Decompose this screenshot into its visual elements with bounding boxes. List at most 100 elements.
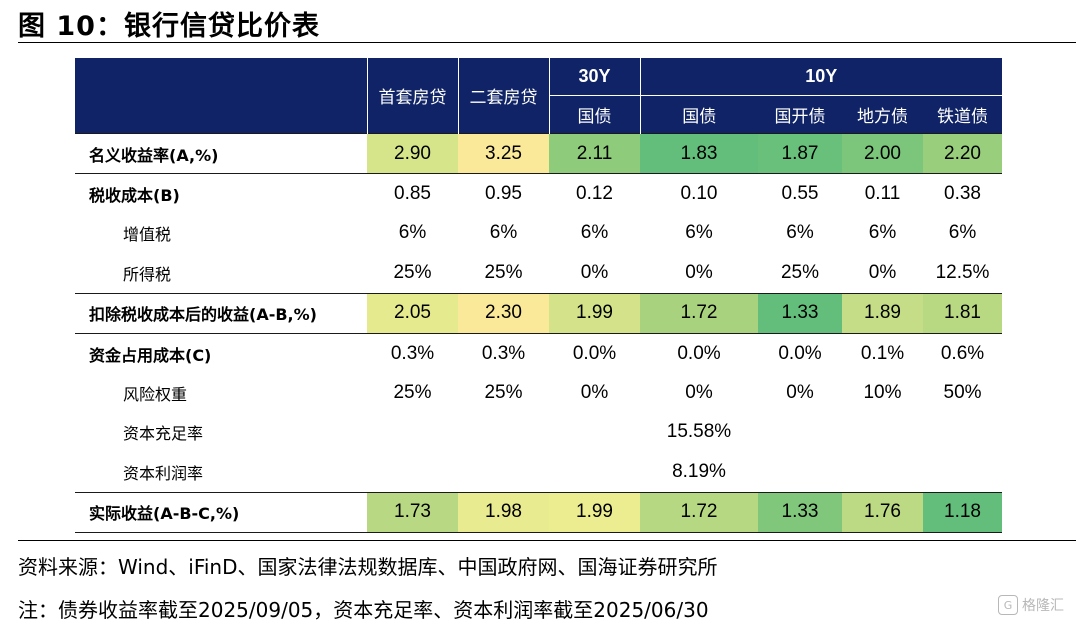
watermark: G 格隆汇 bbox=[998, 595, 1064, 615]
cell-10y-treasury: 15.58% bbox=[666, 421, 732, 443]
row-label-text: 资金占用成本(C) bbox=[89, 345, 212, 365]
header-30y-treasury: 国债 bbox=[548, 95, 640, 134]
cell-railway-bond: 0.38 bbox=[944, 183, 981, 205]
cell-30y-treasury bbox=[549, 413, 640, 452]
source-divider bbox=[18, 540, 1076, 541]
cell-30y-treasury: 1.99 bbox=[549, 491, 640, 533]
cell-10y-treasury: 1.72 bbox=[640, 491, 758, 533]
figure-title: 图 10：银行信贷比价表 bbox=[18, 11, 320, 42]
row-label: 风险权重 bbox=[75, 373, 367, 412]
cell-local-gov-bond: 0% bbox=[868, 261, 897, 283]
table-row: 实际收益(A-B-C,%) 1.73 1.98 1.99 1.72 1.33 1.76 1.1… bbox=[75, 491, 1003, 533]
cell-railway-bond bbox=[923, 413, 1002, 452]
cell-10y-treasury: 1.83 bbox=[640, 132, 758, 175]
header-row-1: 首套房贷 二套房贷 30Y 10Y bbox=[75, 58, 1003, 134]
header-second-mortgage: 二套房贷 bbox=[457, 58, 549, 134]
cell-30y-treasury bbox=[549, 452, 640, 492]
header-first-mortgage: 首套房贷 bbox=[366, 58, 458, 134]
cell-30y-treasury: 1.99 bbox=[549, 292, 640, 334]
cell-30y-treasury: 0% bbox=[580, 382, 609, 404]
cell-railway-bond: 12.5% bbox=[935, 261, 990, 283]
table-row: 税收成本(B) 0.85 0.95 0.12 0.10 0.55 0.11 0.38 bbox=[75, 174, 1002, 214]
cell-local-gov-bond: 6% bbox=[868, 222, 897, 244]
table-row: 所得税 25% 25% 0% 0% 25% 0% 12.5% bbox=[75, 253, 1002, 293]
table-row: 资金占用成本(C) 0.3% 0.3% 0.0% 0.0% 0.0% 0.1% 0.6% bbox=[75, 333, 1002, 373]
cell-10y-treasury: 0% bbox=[685, 261, 713, 283]
cell-first-mortgage bbox=[367, 452, 458, 492]
cell-railway-bond: 6% bbox=[948, 222, 977, 244]
title-divider bbox=[18, 42, 1076, 43]
cell-second-mortgage: 0.3% bbox=[481, 342, 526, 364]
cell-first-mortgage: 1.73 bbox=[367, 491, 458, 533]
cell-10y-treasury: 6% bbox=[685, 222, 713, 244]
cell-railway-bond: 0.6% bbox=[940, 342, 985, 364]
cell-cdb-bond: 25% bbox=[780, 261, 820, 283]
cell-railway-bond: 2.20 bbox=[923, 132, 1003, 175]
cell-30y-treasury: 0% bbox=[580, 261, 609, 283]
cell-second-mortgage bbox=[458, 452, 549, 492]
cell-second-mortgage: 25% bbox=[484, 261, 523, 283]
cell-first-mortgage: 2.90 bbox=[367, 132, 458, 175]
cell-10y-treasury: 8.19% bbox=[672, 460, 726, 482]
row-label-text: 税收成本(B) bbox=[89, 186, 180, 206]
row-label-text: 资本充足率 bbox=[123, 424, 204, 444]
cell-local-gov-bond: 0.11 bbox=[864, 183, 901, 205]
row-label: 名义收益率(A,%) bbox=[75, 132, 367, 175]
cell-first-mortgage: 2.05 bbox=[367, 292, 458, 334]
cell-cdb-bond: 0% bbox=[786, 382, 814, 404]
cell-local-gov-bond: 1.76 bbox=[842, 491, 923, 533]
cell-first-mortgage bbox=[367, 413, 458, 452]
table-row: 风险权重 25% 25% 0% 0% 0% 10% 50% bbox=[75, 373, 1002, 412]
header-30y: 30Y bbox=[548, 58, 640, 96]
cell-cdb-bond bbox=[758, 413, 842, 452]
table-row: 资本充足率 15.58% bbox=[75, 413, 1002, 452]
row-label-text: 实际收益(A-B-C,%) bbox=[89, 504, 240, 524]
header-10y: 10Y bbox=[639, 58, 1003, 96]
cell-10y-treasury: 1.72 bbox=[640, 292, 758, 334]
header-local-gov-bond: 地方债 bbox=[842, 95, 923, 134]
row-label-text: 风险权重 bbox=[123, 385, 188, 405]
cell-second-mortgage: 0.95 bbox=[485, 183, 522, 205]
row-label-text: 名义收益率(A,%) bbox=[89, 145, 219, 165]
cell-cdb-bond bbox=[758, 452, 842, 492]
cell-30y-treasury: 0.0% bbox=[572, 342, 617, 364]
table-row: 增值税 6% 6% 6% 6% 6% 6% 6% bbox=[75, 214, 1002, 253]
cell-first-mortgage: 25% bbox=[393, 261, 432, 283]
row-label: 税收成本(B) bbox=[75, 174, 367, 214]
note-line: 注：债券收益率截至2025/09/05，资本充足率、资本利润率截至2025/06… bbox=[18, 598, 709, 622]
header-railway-bond: 铁道债 bbox=[923, 95, 1003, 134]
cell-second-mortgage bbox=[458, 413, 549, 452]
watermark-text: 格隆汇 bbox=[1022, 598, 1064, 614]
row-label-text: 资本利润率 bbox=[123, 463, 204, 483]
row-label: 增值税 bbox=[75, 214, 367, 253]
row-label-text: 所得税 bbox=[123, 264, 172, 284]
table-row: 资本利润率 8.19% bbox=[75, 452, 1002, 492]
cell-railway-bond: 1.18 bbox=[923, 491, 1003, 533]
cell-30y-treasury: 6% bbox=[580, 222, 609, 244]
cell-first-mortgage: 6% bbox=[398, 222, 427, 244]
cell-cdb-bond: 1.87 bbox=[758, 132, 842, 175]
cell-cdb-bond: 1.33 bbox=[758, 491, 842, 533]
cell-10y-treasury: 0.10 bbox=[680, 183, 718, 205]
cell-first-mortgage: 25% bbox=[393, 382, 432, 404]
cell-second-mortgage: 2.30 bbox=[458, 292, 549, 334]
cell-local-gov-bond: 2.00 bbox=[842, 132, 923, 175]
cell-railway-bond: 1.81 bbox=[923, 292, 1003, 334]
cell-10y-treasury: 0% bbox=[685, 382, 713, 404]
row-label-text: 扣除税收成本后的收益(A-B,%) bbox=[89, 305, 317, 325]
cell-second-mortgage: 3.25 bbox=[458, 132, 549, 175]
price-comparison-table: 首套房贷 二套房贷 30Y 10Y 国债 国债 国开债 地方债 铁道债 名义收益… bbox=[75, 58, 1003, 533]
header-10y-treasury: 国债 bbox=[639, 95, 758, 134]
header-cdb-bond: 国开债 bbox=[758, 95, 842, 134]
cell-local-gov-bond: 1.89 bbox=[842, 292, 923, 334]
row-label: 资本充足率 bbox=[75, 413, 367, 452]
cell-local-gov-bond: 10% bbox=[863, 382, 902, 404]
cell-first-mortgage: 0.3% bbox=[390, 342, 435, 364]
cell-30y-treasury: 2.11 bbox=[549, 132, 640, 175]
row-label: 实际收益(A-B-C,%) bbox=[75, 491, 367, 533]
cell-railway-bond: 50% bbox=[943, 382, 982, 404]
source-line: 资料来源：Wind、iFinD、国家法律法规数据库、中国政府网、国海证券研究所 bbox=[18, 555, 718, 579]
cell-local-gov-bond bbox=[842, 452, 923, 492]
cell-railway-bond bbox=[923, 452, 1002, 492]
header-row-2: 国债 国债 国开债 地方债 铁道债 bbox=[75, 95, 1003, 134]
